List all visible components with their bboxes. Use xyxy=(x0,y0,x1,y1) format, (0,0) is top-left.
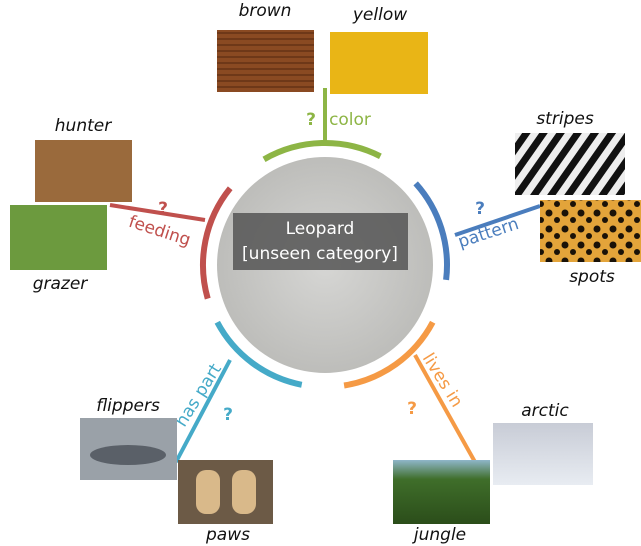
attribute-label: color xyxy=(329,110,371,130)
question: ? xyxy=(407,399,417,419)
question: ? xyxy=(475,199,485,219)
diagram: Leopard [unseen category] ? color ? patt… xyxy=(0,0,641,546)
option-label: flippers xyxy=(96,396,160,416)
photo-detail xyxy=(196,470,220,514)
option-label: spots xyxy=(569,267,615,287)
photo-stripes xyxy=(515,133,625,195)
center-title: Leopard xyxy=(286,219,355,239)
photo-detail xyxy=(90,445,166,465)
photo-jungle xyxy=(393,460,490,524)
photo-spots xyxy=(540,200,641,262)
photo-arctic xyxy=(493,423,593,485)
question: ? xyxy=(223,405,233,425)
question: ? xyxy=(158,199,168,219)
center-subtitle: [unseen category] xyxy=(242,244,398,264)
question: ? xyxy=(306,110,316,130)
option-label: hunter xyxy=(55,116,112,136)
option-label: arctic xyxy=(521,401,569,421)
option-label: stripes xyxy=(536,109,593,129)
arc-color xyxy=(264,143,380,159)
photo-paws xyxy=(178,460,273,524)
option-label: jungle xyxy=(412,525,466,545)
attribute-label: pattern xyxy=(456,214,522,252)
option-label: yellow xyxy=(352,5,407,25)
photo-detail xyxy=(232,470,256,514)
option-label: brown xyxy=(239,1,292,21)
photo-brown xyxy=(217,30,314,92)
option-label: paws xyxy=(205,525,250,545)
photo-hunter xyxy=(35,140,132,202)
option-label: grazer xyxy=(33,274,89,294)
photo-yellow xyxy=(330,32,428,94)
photo-grazer xyxy=(10,205,107,270)
